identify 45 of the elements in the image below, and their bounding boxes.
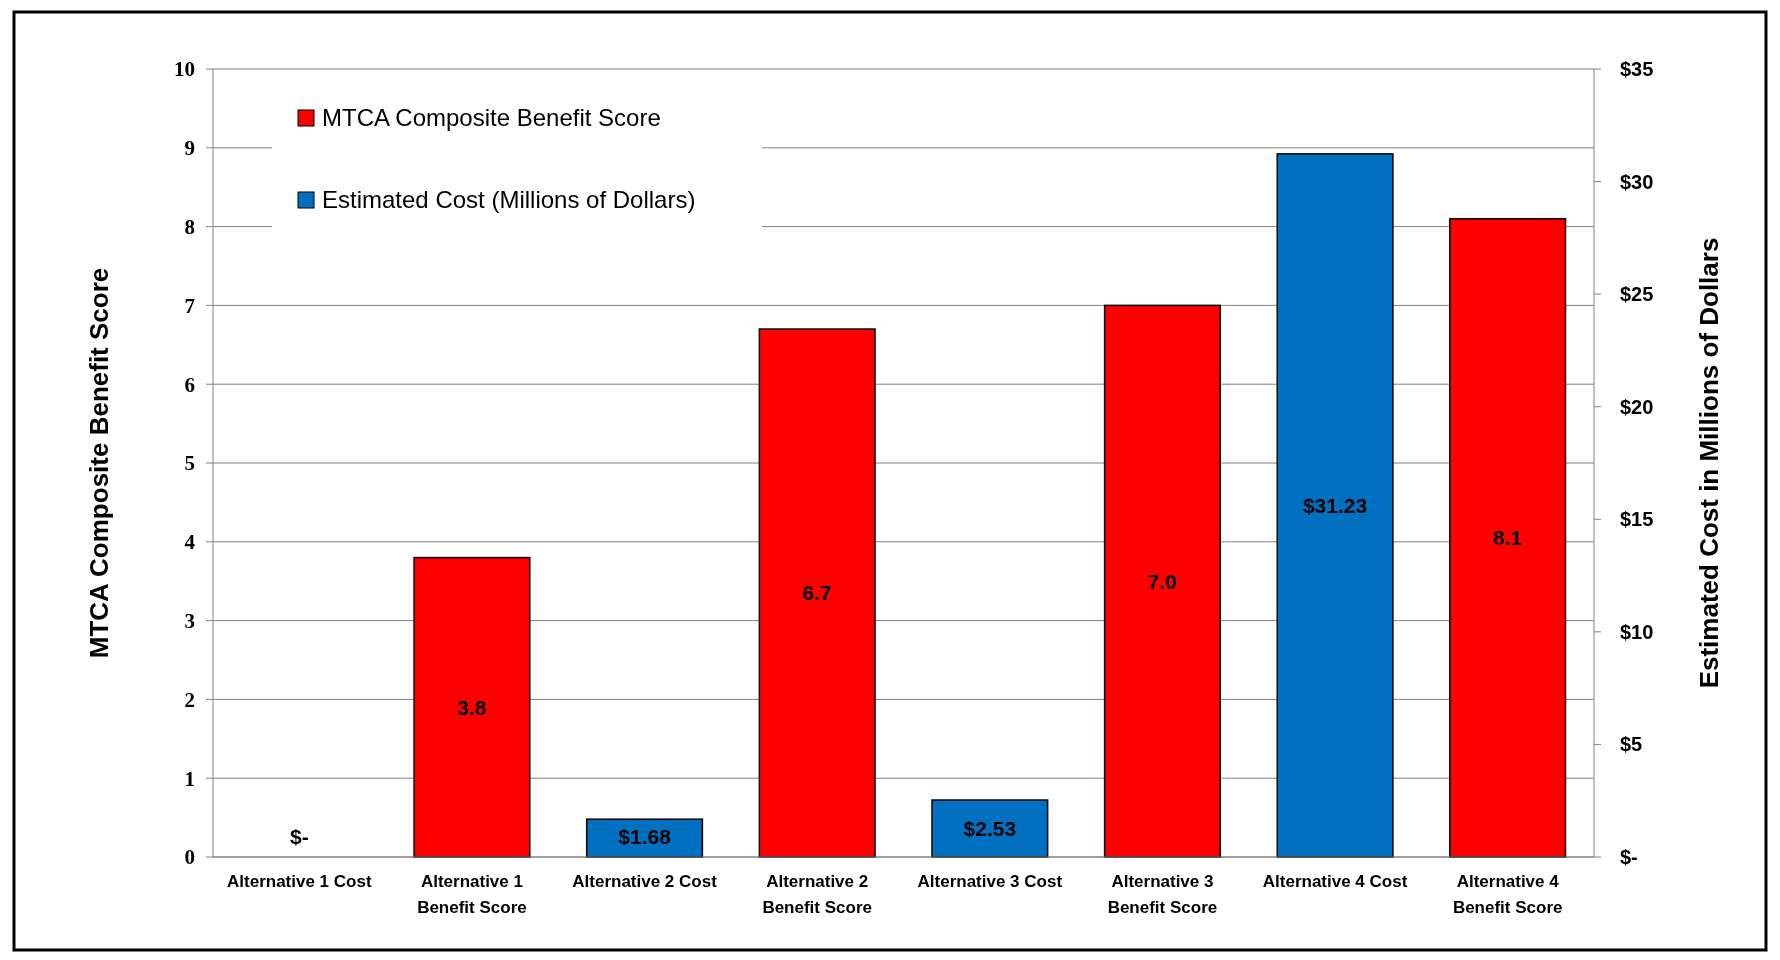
bar bbox=[758, 328, 876, 858]
y2-tick-label: $20 bbox=[1620, 395, 1654, 418]
x-tick-label: Alternative 2 Benefit Score bbox=[762, 872, 872, 917]
x-tick-label: Alternative 3 Cost bbox=[917, 872, 1063, 891]
bar bbox=[1103, 304, 1222, 858]
y-tick-label: 8 bbox=[184, 214, 195, 239]
y2-axis-title: Estimated Cost in Millions of Dollars bbox=[1694, 237, 1724, 689]
bar bbox=[931, 799, 1049, 858]
y2-tick-label: $5 bbox=[1620, 733, 1643, 756]
data-label: $31.23 bbox=[1302, 493, 1368, 517]
y2-tick-label: $10 bbox=[1620, 620, 1654, 643]
y2-tick-label: $25 bbox=[1620, 283, 1654, 306]
y2-tick-label: $30 bbox=[1620, 170, 1654, 193]
y-axis-title: MTCA Composite Benefit Score bbox=[84, 267, 114, 659]
legend-label: Estimated Cost (Millions of Dollars) bbox=[322, 186, 696, 214]
y-tick-label: 5 bbox=[184, 451, 195, 476]
data-label: $1.68 bbox=[618, 825, 672, 849]
data-label: 7.0 bbox=[1147, 569, 1178, 593]
x-tick-label: Alternative 1 Benefit Score bbox=[417, 872, 527, 917]
bar bbox=[1276, 153, 1394, 858]
y2-tick-label: $- bbox=[1620, 846, 1638, 868]
y2-tick-label: $35 bbox=[1620, 58, 1654, 80]
data-label: 6.7 bbox=[802, 581, 832, 605]
y-tick-label: 6 bbox=[184, 372, 195, 397]
data-label: 8.1 bbox=[1493, 526, 1523, 550]
y2-tick-label: $15 bbox=[1620, 508, 1654, 531]
data-label: 3.8 bbox=[457, 695, 487, 719]
y-tick-label: 1 bbox=[184, 766, 195, 791]
x-tick-label: Alternative 1 Cost bbox=[227, 872, 372, 891]
y-tick-label: 2 bbox=[184, 687, 195, 712]
bar bbox=[413, 556, 531, 858]
y-tick-label: 0 bbox=[184, 845, 195, 870]
data-label: $- bbox=[289, 825, 309, 849]
y-tick-label: 3 bbox=[184, 608, 195, 633]
y-tick-label: 10 bbox=[174, 57, 195, 82]
x-tick-label: Alternative 2 Cost bbox=[572, 872, 718, 891]
legend-label: MTCA Composite Benefit Score bbox=[322, 104, 661, 132]
data-label: $2.53 bbox=[963, 816, 1017, 840]
bar bbox=[1449, 217, 1567, 858]
x-tick-label: Alternative 3 Benefit Score bbox=[1107, 872, 1218, 917]
x-tick-label: Alternative 4 Benefit Score bbox=[1452, 872, 1563, 917]
y-tick-label: 7 bbox=[184, 293, 195, 318]
y-tick-label: 4 bbox=[184, 530, 196, 555]
y-tick-label: 9 bbox=[184, 136, 195, 161]
x-tick-label: Alternative 4 Cost bbox=[1262, 872, 1408, 891]
